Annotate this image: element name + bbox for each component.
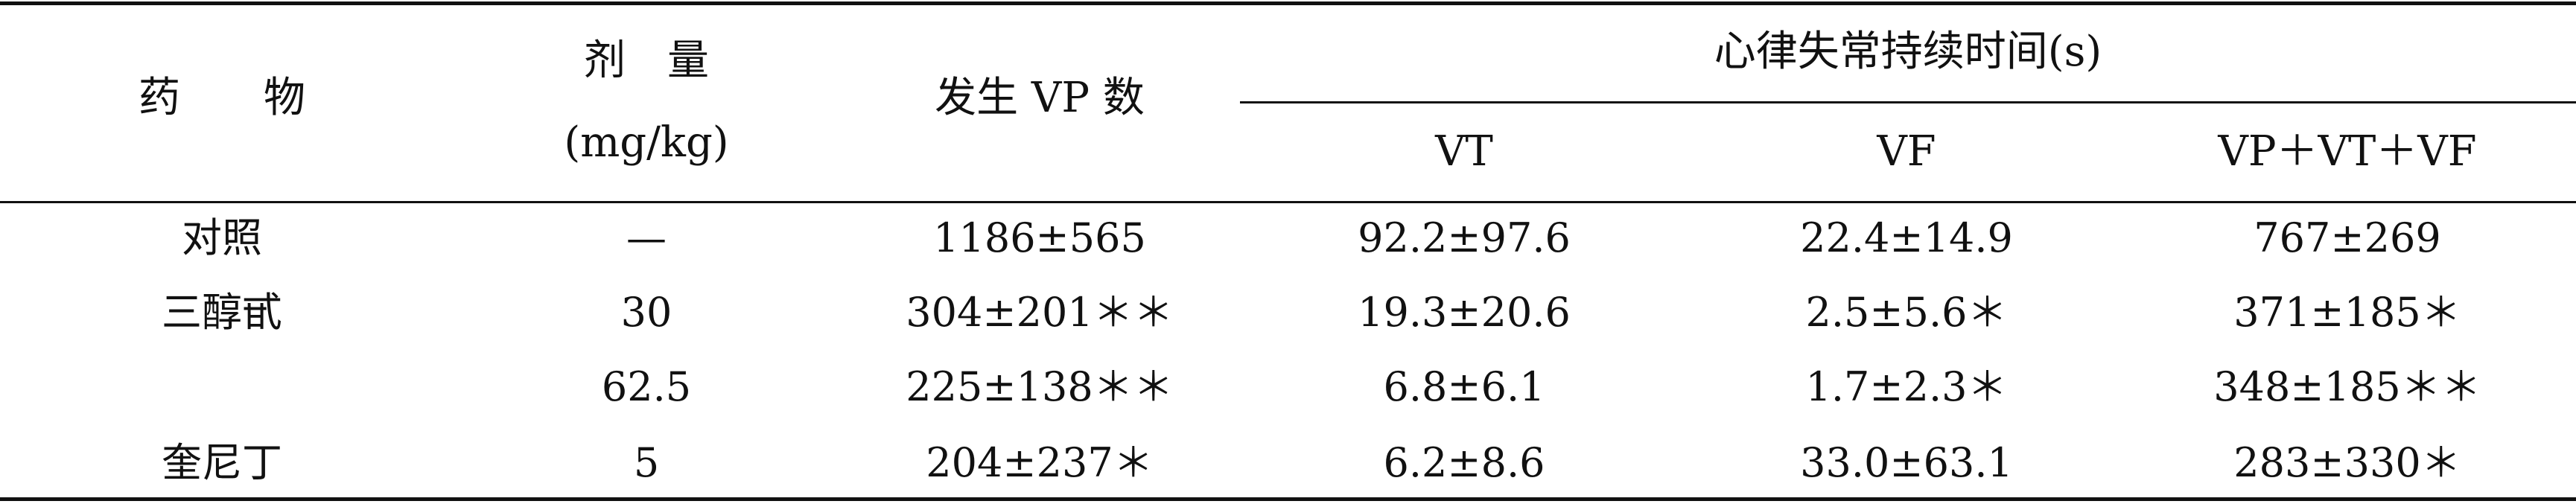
header-vp-count: 发生 VP 数 [935,74,1145,122]
row-drug: 奎尼丁 [162,439,282,486]
header-vf: VF [1877,127,1936,176]
header-total: VP＋VT＋VF [2218,127,2477,176]
row-total: 371±185＊ [2233,289,2461,336]
row-vt: 6.2±8.6 [1383,439,1545,486]
top-rule [0,1,2576,5]
row-vp: 304±201＊＊ [906,289,1174,336]
row-vt: 19.3±20.6 [1358,289,1571,336]
row-total: 767±269 [2254,214,2441,261]
row-drug: 对照 [182,214,262,261]
header-duration-group: 心律失常持续时间(s) [1714,28,2102,76]
row-vp: 225±138＊＊ [906,363,1174,410]
row-vf: 1.7±2.3＊ [1805,363,2008,410]
row-vp: 1186±565 [933,214,1146,261]
bottom-rule [0,497,2576,501]
row-dose: 62.5 [601,363,692,410]
row-dose: 30 [620,289,672,336]
row-dose: 5 [633,439,660,486]
group-rule [1240,101,2576,103]
header-dose-unit: (mg/kg) [564,118,729,167]
row-dose: — [626,214,667,261]
row-vf: 33.0±63.1 [1800,439,2013,486]
header-rule [0,201,2576,203]
row-vp: 204±237＊ [926,439,1154,486]
header-vt: VT [1435,127,1493,176]
row-drug: 三醇甙 [162,289,282,336]
header-dose-title: 剂 量 [584,36,709,85]
row-total: 283±330＊ [2233,439,2461,486]
row-vt: 6.8±6.1 [1383,363,1545,410]
header-drug: 药 物 [139,74,305,122]
row-vt: 92.2±97.6 [1358,214,1571,261]
row-total: 348±185＊＊ [2213,363,2481,410]
row-vf: 22.4±14.9 [1800,214,2013,261]
row-vf: 2.5±5.6＊ [1805,289,2008,336]
